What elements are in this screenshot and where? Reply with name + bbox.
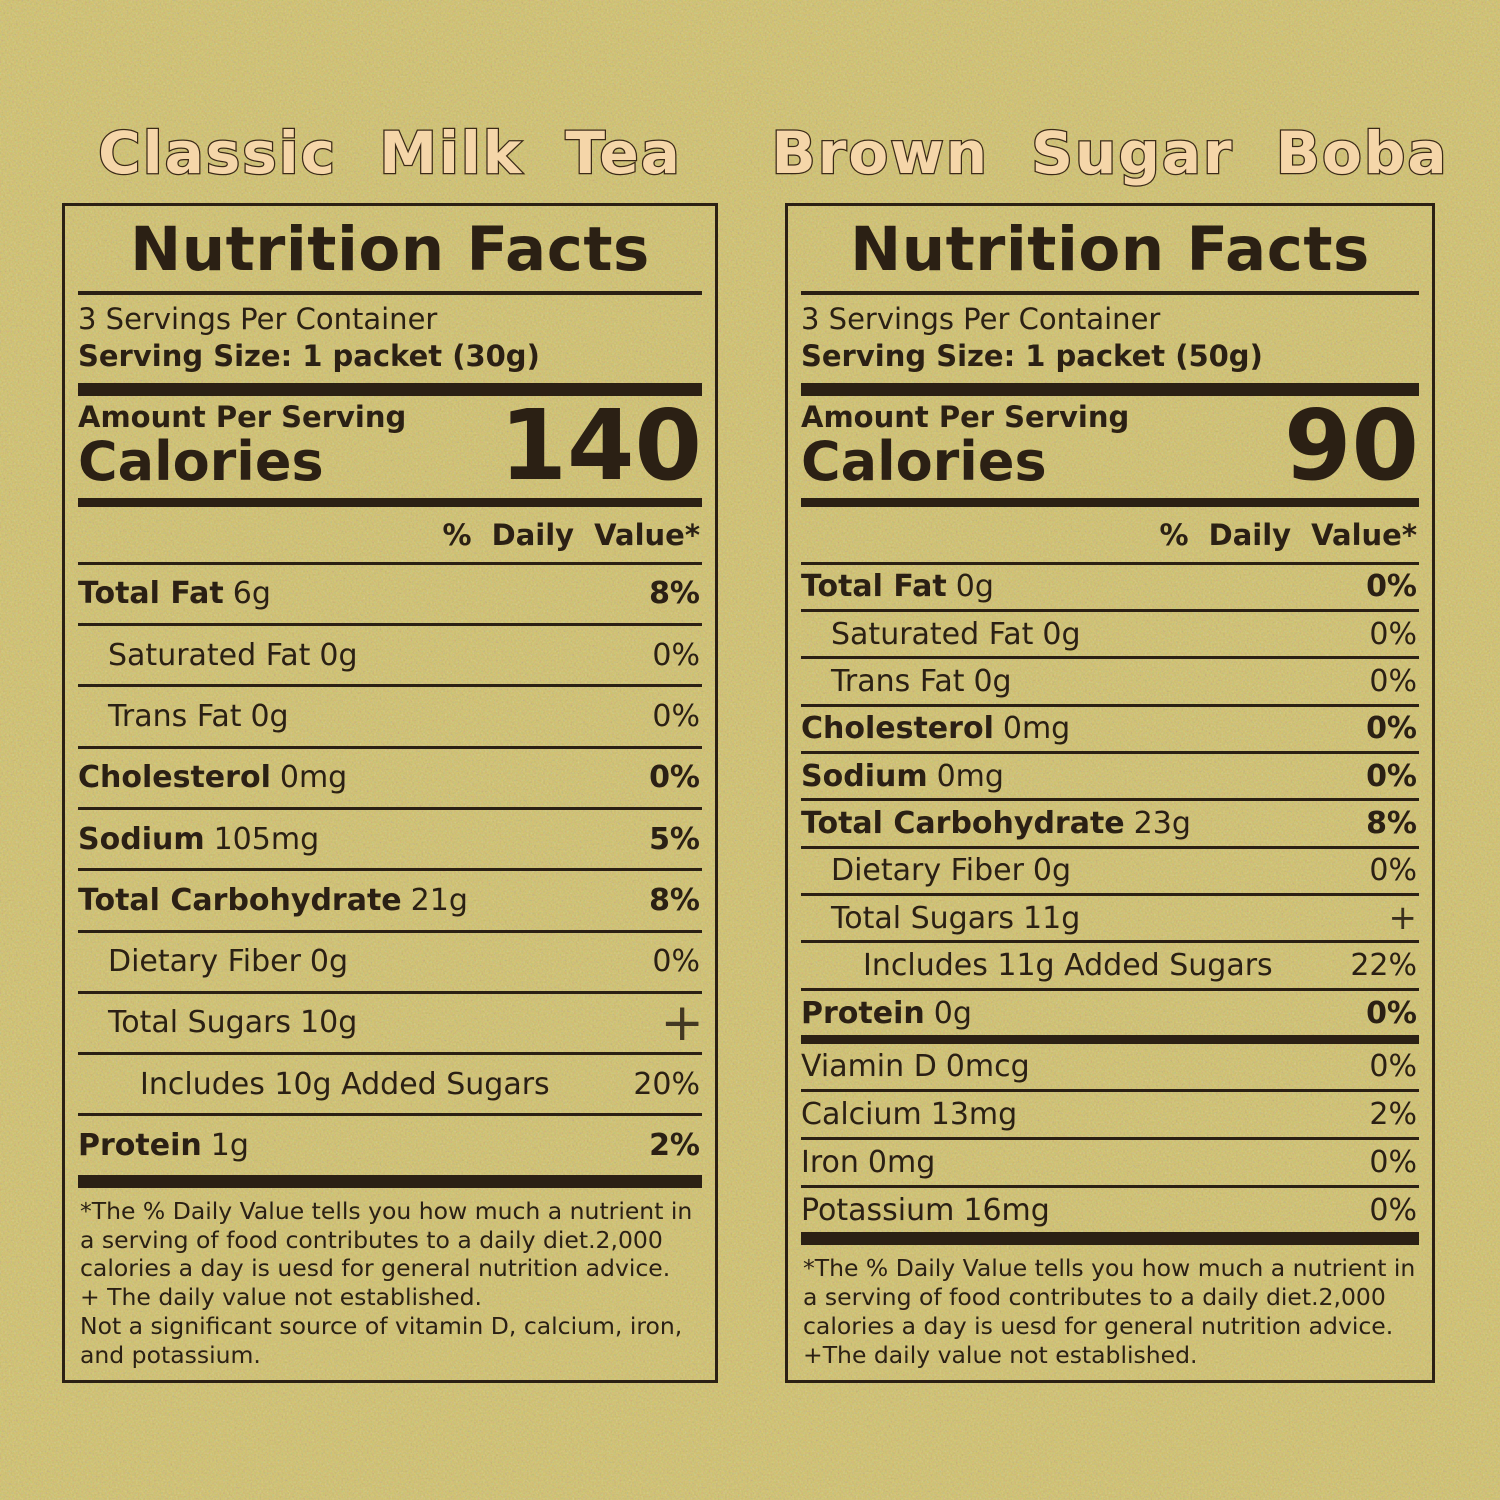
- daily-value-header: % Daily Value*: [78, 507, 702, 565]
- amount-per-serving-label: Amount Per Serving: [78, 399, 407, 434]
- nutrient-row-sodium: Sodium 0mg 0%: [801, 751, 1419, 798]
- servings-per-container: 3 Servings Per Container: [78, 302, 438, 336]
- nutrient-row-added-sugars: Includes 11g Added Sugars 22%: [801, 940, 1419, 987]
- footnote-plus-text: +The daily value not established.: [803, 1341, 1198, 1370]
- panel-classic-milk-tea: Classic Milk Tea Nutrition Facts 3 Servi…: [62, 103, 718, 1500]
- vitamin-rows: Viamin D 0mcg 0% Calcium 13mg 2% Iron 0mg 0…: [801, 1044, 1419, 1232]
- nutrient-rows: Total Fat 0g 0% Saturated Fat 0g 0% Trans …: [801, 565, 1419, 1036]
- calories-labels: Amount Per Serving Calories: [78, 399, 407, 493]
- daily-value-header: % Daily Value*: [801, 507, 1419, 565]
- nutrition-facts-box-boba: Nutrition Facts 3 Servings Per Container…: [785, 203, 1435, 1383]
- calories-labels: Amount Per Serving Calories: [801, 399, 1130, 493]
- footnote: *The % Daily Value tells you how much a …: [801, 1245, 1419, 1380]
- nutrition-facts-box-classic: Nutrition Facts 3 Servings Per Container…: [62, 203, 718, 1383]
- calories-label: Calories: [78, 429, 324, 493]
- nutrient-row-iron: Iron 0mg 0%: [801, 1136, 1419, 1185]
- nutrient-row-dietary-fiber: Dietary Fiber 0g 0%: [801, 845, 1419, 893]
- section-bar: [78, 1174, 702, 1188]
- calories-label: Calories: [801, 429, 1047, 493]
- nutrient-row-potassium: Potassium 16mg 0%: [801, 1184, 1419, 1233]
- calories-block: Amount Per Serving Calories 140: [78, 396, 702, 498]
- section-bar: [801, 1232, 1419, 1246]
- nutrient-row-protein: Protein 1g 2%: [78, 1113, 702, 1174]
- serving-size: Serving Size: 1 packet (30g): [78, 338, 540, 373]
- nutrient-row-total-sugars: Total Sugars 10g +: [78, 990, 704, 1052]
- nutrient-row-dietary-fiber: Dietary Fiber 0g 0%: [78, 929, 702, 991]
- footnote-daily-value-text: *The % Daily Value tells you how much a …: [803, 1254, 1416, 1341]
- servings-per-container: 3 Servings Per Container: [801, 302, 1161, 336]
- nutrient-row-saturated-fat: Saturated Fat 0g 0%: [78, 623, 702, 684]
- product-title-brown-sugar-boba: Brown Sugar Boba: [770, 118, 1449, 189]
- nutrient-row-total-fat: Total Fat 6g 8%: [78, 576, 700, 612]
- footnote-plus-text: + The daily value not established.: [80, 1283, 482, 1312]
- nutrient-row-cholesterol: Cholesterol 0mg 0%: [801, 703, 1419, 751]
- section-bar: [801, 497, 1419, 507]
- calories-value: 140: [499, 388, 702, 502]
- nutrient-row-cholesterol: Cholesterol 0mg 0%: [78, 745, 702, 807]
- calories-value: 90: [1284, 388, 1419, 502]
- nutrient-row-total-carbohydrate: Total Carbohydrate 23g 8%: [801, 798, 1419, 845]
- nutrient-row-saturated-fat: Saturated Fat 0g 0%: [801, 609, 1419, 656]
- amount-per-serving-label: Amount Per Serving: [801, 399, 1130, 434]
- nutrition-facts-heading: Nutrition Facts: [850, 214, 1370, 285]
- product-title-classic-milk-tea: Classic Milk Tea: [97, 118, 682, 189]
- nutrition-facts-heading: Nutrition Facts: [130, 214, 650, 285]
- footnote-daily-value-text: *The % Daily Value tells you how much a …: [80, 1196, 693, 1283]
- nutrient-row-total-fat: Total Fat 0g 0%: [801, 569, 1417, 605]
- serving-size: Serving Size: 1 packet (50g): [801, 338, 1263, 373]
- nutrient-row-total-sugars: Total Sugars 11g +: [801, 893, 1419, 940]
- footnote-not-significant-text: Not a significant source of vitamin D, c…: [80, 1312, 683, 1370]
- nutrient-row-total-carbohydrate: Total Carbohydrate 21g 8%: [78, 868, 702, 929]
- nutrient-row-trans-fat: Trans Fat 0g 0%: [78, 684, 702, 745]
- panel-brown-sugar-boba: Brown Sugar Boba Nutrition Facts 3 Servi…: [770, 103, 1449, 1500]
- nutrient-rows: Total Fat 6g 8% Saturated Fat 0g 0% Trans …: [78, 565, 704, 1175]
- nutrient-row-calcium: Calcium 13mg 2%: [801, 1089, 1419, 1137]
- section-bar: [801, 1035, 1419, 1045]
- nutrient-row-sodium: Sodium 105mg 5%: [78, 806, 702, 868]
- nutrient-row-protein: Protein 0g 0%: [801, 987, 1419, 1035]
- nutrient-row-vitamin-d: Viamin D 0mcg 0%: [801, 1049, 1417, 1085]
- footnote: *The % Daily Value tells you how much a …: [78, 1188, 702, 1380]
- section-bar: [78, 497, 702, 507]
- nutrient-row-trans-fat: Trans Fat 0g 0%: [801, 656, 1419, 703]
- nutrient-row-added-sugars: Includes 10g Added Sugars 20%: [78, 1052, 702, 1113]
- calories-block: Amount Per Serving Calories 90: [801, 396, 1419, 498]
